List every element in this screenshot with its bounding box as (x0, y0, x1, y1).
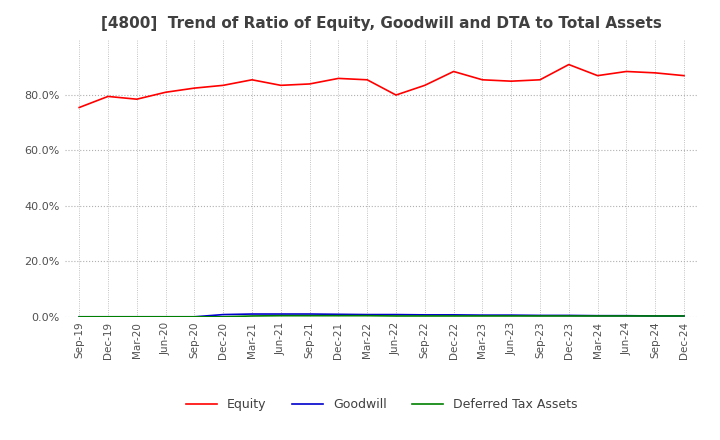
Deferred Tax Assets (132, 314, 141, 319)
Deferred Tax Assets (334, 313, 343, 318)
Deferred Tax Assets (449, 313, 458, 319)
Goodwill (593, 313, 602, 318)
Equity (276, 83, 285, 88)
Goodwill (190, 314, 199, 319)
Goodwill (420, 312, 429, 318)
Line: Deferred Tax Assets: Deferred Tax Assets (79, 315, 684, 317)
Deferred Tax Assets (680, 313, 688, 319)
Goodwill (75, 314, 84, 319)
Equity (420, 83, 429, 88)
Equity (132, 96, 141, 102)
Deferred Tax Assets (593, 313, 602, 319)
Goodwill (104, 314, 112, 319)
Goodwill (564, 313, 573, 318)
Deferred Tax Assets (564, 313, 573, 319)
Goodwill (248, 312, 256, 317)
Deferred Tax Assets (305, 313, 314, 318)
Equity (334, 76, 343, 81)
Goodwill (478, 312, 487, 318)
Goodwill (536, 313, 544, 318)
Equity (651, 70, 660, 76)
Deferred Tax Assets (190, 314, 199, 319)
Goodwill (161, 314, 170, 319)
Equity (190, 85, 199, 91)
Equity (363, 77, 372, 82)
Equity (305, 81, 314, 87)
Line: Equity: Equity (79, 65, 684, 107)
Equity (392, 92, 400, 98)
Line: Goodwill: Goodwill (79, 314, 684, 317)
Goodwill (305, 312, 314, 317)
Equity (104, 94, 112, 99)
Equity (564, 62, 573, 67)
Equity (622, 69, 631, 74)
Goodwill (334, 312, 343, 317)
Deferred Tax Assets (478, 313, 487, 319)
Deferred Tax Assets (363, 313, 372, 318)
Equity (449, 69, 458, 74)
Goodwill (392, 312, 400, 317)
Equity (507, 78, 516, 84)
Goodwill (132, 314, 141, 319)
Goodwill (219, 312, 228, 317)
Deferred Tax Assets (104, 314, 112, 319)
Deferred Tax Assets (536, 313, 544, 319)
Goodwill (363, 312, 372, 317)
Deferred Tax Assets (420, 313, 429, 319)
Goodwill (622, 313, 631, 318)
Goodwill (449, 312, 458, 318)
Deferred Tax Assets (75, 314, 84, 319)
Deferred Tax Assets (507, 313, 516, 319)
Equity (593, 73, 602, 78)
Deferred Tax Assets (219, 314, 228, 319)
Legend: Equity, Goodwill, Deferred Tax Assets: Equity, Goodwill, Deferred Tax Assets (181, 393, 582, 416)
Deferred Tax Assets (651, 313, 660, 319)
Equity (478, 77, 487, 82)
Deferred Tax Assets (248, 313, 256, 319)
Equity (536, 77, 544, 82)
Equity (75, 105, 84, 110)
Title: [4800]  Trend of Ratio of Equity, Goodwill and DTA to Total Assets: [4800] Trend of Ratio of Equity, Goodwil… (102, 16, 662, 32)
Equity (161, 90, 170, 95)
Goodwill (507, 312, 516, 318)
Deferred Tax Assets (622, 313, 631, 319)
Equity (680, 73, 688, 78)
Goodwill (651, 313, 660, 319)
Deferred Tax Assets (276, 313, 285, 318)
Equity (219, 83, 228, 88)
Deferred Tax Assets (392, 313, 400, 319)
Goodwill (276, 312, 285, 317)
Equity (248, 77, 256, 82)
Goodwill (680, 313, 688, 319)
Deferred Tax Assets (161, 314, 170, 319)
